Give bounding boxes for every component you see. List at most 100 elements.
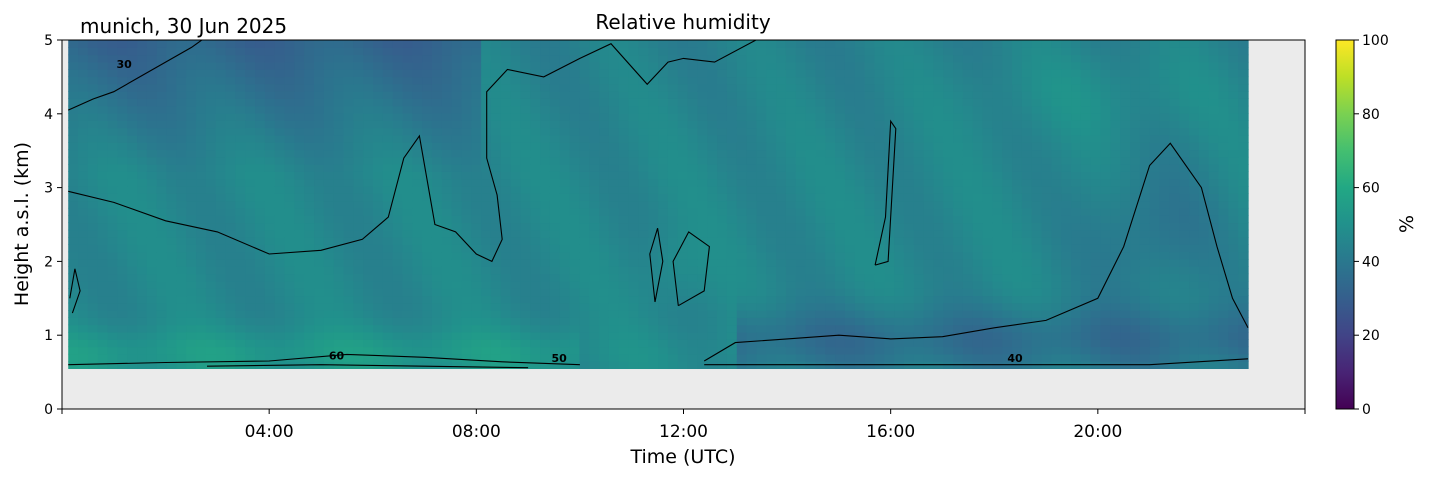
heatmap-cell [569, 251, 581, 260]
heatmap-cell [933, 258, 944, 267]
heatmap-cell [1012, 244, 1023, 253]
heatmap-cell [835, 98, 846, 107]
heatmap-cell [736, 193, 748, 202]
heatmap-cell [402, 164, 413, 172]
heatmap-cell [559, 222, 571, 231]
heatmap-cell [225, 112, 236, 121]
heatmap-cell [314, 76, 325, 85]
heatmap-cell [795, 47, 807, 56]
heatmap-cell [304, 258, 315, 267]
heatmap-cell [618, 266, 630, 275]
heatmap-cell [186, 40, 197, 48]
heatmap-cell [746, 251, 758, 260]
heatmap-cell [264, 295, 276, 304]
heatmap-cell [382, 83, 394, 92]
heatmap-cell [294, 47, 305, 56]
heatmap-cell [756, 47, 767, 56]
heatmap-cell [1012, 47, 1023, 56]
heatmap-cell [373, 40, 384, 48]
heatmap-cell [618, 47, 630, 56]
heatmap-cell [186, 346, 197, 355]
heatmap-cell [1021, 237, 1033, 245]
heatmap-cell [461, 120, 472, 129]
heatmap-cell [736, 317, 748, 326]
heatmap-cell [805, 215, 817, 224]
heatmap-cell [992, 200, 1003, 209]
heatmap-cell [726, 164, 738, 172]
heatmap-cell [628, 149, 640, 158]
heatmap-cell [1149, 207, 1161, 216]
heatmap-cell [992, 178, 1003, 187]
heatmap-cell [569, 98, 581, 107]
heatmap-cell [579, 237, 590, 245]
heatmap-cell [294, 244, 305, 253]
heatmap-cell [117, 353, 128, 362]
heatmap-cell [1002, 317, 1013, 326]
heatmap-cell [382, 215, 394, 224]
heatmap-cell [756, 76, 767, 85]
heatmap-cell [992, 244, 1003, 253]
heatmap-cell [97, 310, 109, 318]
heatmap-cell [520, 288, 531, 297]
heatmap-cell [913, 134, 925, 143]
heatmap-cell [225, 178, 236, 187]
heatmap-cell [569, 324, 581, 333]
heatmap-cell [776, 40, 787, 48]
heatmap-cell [1002, 310, 1013, 318]
heatmap-cell [844, 40, 856, 48]
heatmap-cell [255, 156, 266, 165]
heatmap-cell [962, 207, 974, 216]
heatmap-cell [78, 47, 89, 56]
heatmap-cell [205, 171, 217, 180]
heatmap-cell [530, 266, 541, 275]
heatmap-cell [353, 156, 364, 165]
heatmap-cell [923, 215, 935, 224]
heatmap-cell [559, 171, 571, 180]
heatmap-cell [825, 302, 836, 311]
heatmap-cell [854, 244, 866, 253]
heatmap-cell [844, 127, 856, 136]
heatmap-cell [766, 295, 777, 304]
heatmap-cell [87, 310, 99, 318]
heatmap-cell [166, 171, 177, 180]
heatmap-cell [962, 317, 974, 326]
heatmap-cell [1110, 346, 1121, 355]
heatmap-cell [225, 200, 236, 209]
heatmap-cell [274, 244, 286, 253]
heatmap-cell [599, 229, 610, 238]
heatmap-cell [589, 156, 600, 165]
heatmap-cell [1149, 156, 1161, 165]
heatmap-cell [68, 200, 79, 209]
heatmap-cell [225, 171, 236, 180]
heatmap-cell [382, 164, 394, 172]
heatmap-cell [707, 207, 718, 216]
heatmap-cell [972, 142, 984, 151]
heatmap-cell [97, 193, 109, 202]
heatmap-cell [589, 91, 600, 99]
heatmap-cell [1071, 149, 1082, 158]
heatmap-cell [333, 244, 345, 253]
heatmap-cell [264, 76, 276, 85]
heatmap-cell [599, 273, 610, 282]
heatmap-cell [510, 142, 522, 151]
heatmap-cell [1130, 266, 1141, 275]
heatmap-cell [363, 280, 374, 289]
heatmap-cell [1021, 273, 1033, 282]
heatmap-cell [431, 288, 443, 297]
heatmap-cell [520, 134, 531, 143]
heatmap-cell [707, 83, 718, 92]
heatmap-cell [127, 273, 138, 282]
heatmap-cell [471, 40, 482, 48]
heatmap-cell [874, 171, 885, 180]
heatmap-cell [549, 244, 561, 253]
heatmap-cell [697, 76, 708, 85]
heatmap-cell [294, 251, 305, 260]
heatmap-cell [549, 346, 561, 355]
heatmap-cell [1139, 127, 1151, 136]
heatmap-cell [78, 244, 89, 253]
heatmap-cell [962, 310, 974, 318]
heatmap-cell [117, 310, 128, 318]
heatmap-cell [667, 47, 679, 56]
heatmap-cell [87, 244, 99, 253]
